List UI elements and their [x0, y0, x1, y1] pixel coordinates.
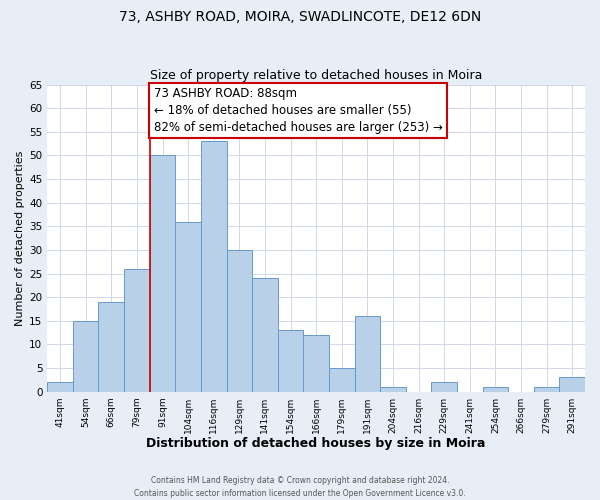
Bar — [73, 320, 98, 392]
Bar — [329, 368, 355, 392]
Text: 73 ASHBY ROAD: 88sqm
← 18% of detached houses are smaller (55)
82% of semi-detac: 73 ASHBY ROAD: 88sqm ← 18% of detached h… — [154, 87, 442, 134]
Y-axis label: Number of detached properties: Number of detached properties — [15, 150, 25, 326]
Bar — [304, 335, 329, 392]
Bar — [278, 330, 304, 392]
Bar — [534, 387, 559, 392]
Bar — [47, 382, 73, 392]
Bar — [227, 250, 252, 392]
Text: 73, ASHBY ROAD, MOIRA, SWADLINCOTE, DE12 6DN: 73, ASHBY ROAD, MOIRA, SWADLINCOTE, DE12… — [119, 10, 481, 24]
Bar — [201, 141, 227, 392]
Bar — [482, 387, 508, 392]
Bar — [252, 278, 278, 392]
Bar — [150, 156, 175, 392]
Bar — [431, 382, 457, 392]
Bar — [175, 222, 201, 392]
Bar — [355, 316, 380, 392]
Bar — [98, 302, 124, 392]
Bar — [559, 378, 585, 392]
Bar — [380, 387, 406, 392]
X-axis label: Distribution of detached houses by size in Moira: Distribution of detached houses by size … — [146, 437, 486, 450]
Title: Size of property relative to detached houses in Moira: Size of property relative to detached ho… — [150, 69, 482, 82]
Bar — [124, 269, 150, 392]
Text: Contains HM Land Registry data © Crown copyright and database right 2024.
Contai: Contains HM Land Registry data © Crown c… — [134, 476, 466, 498]
